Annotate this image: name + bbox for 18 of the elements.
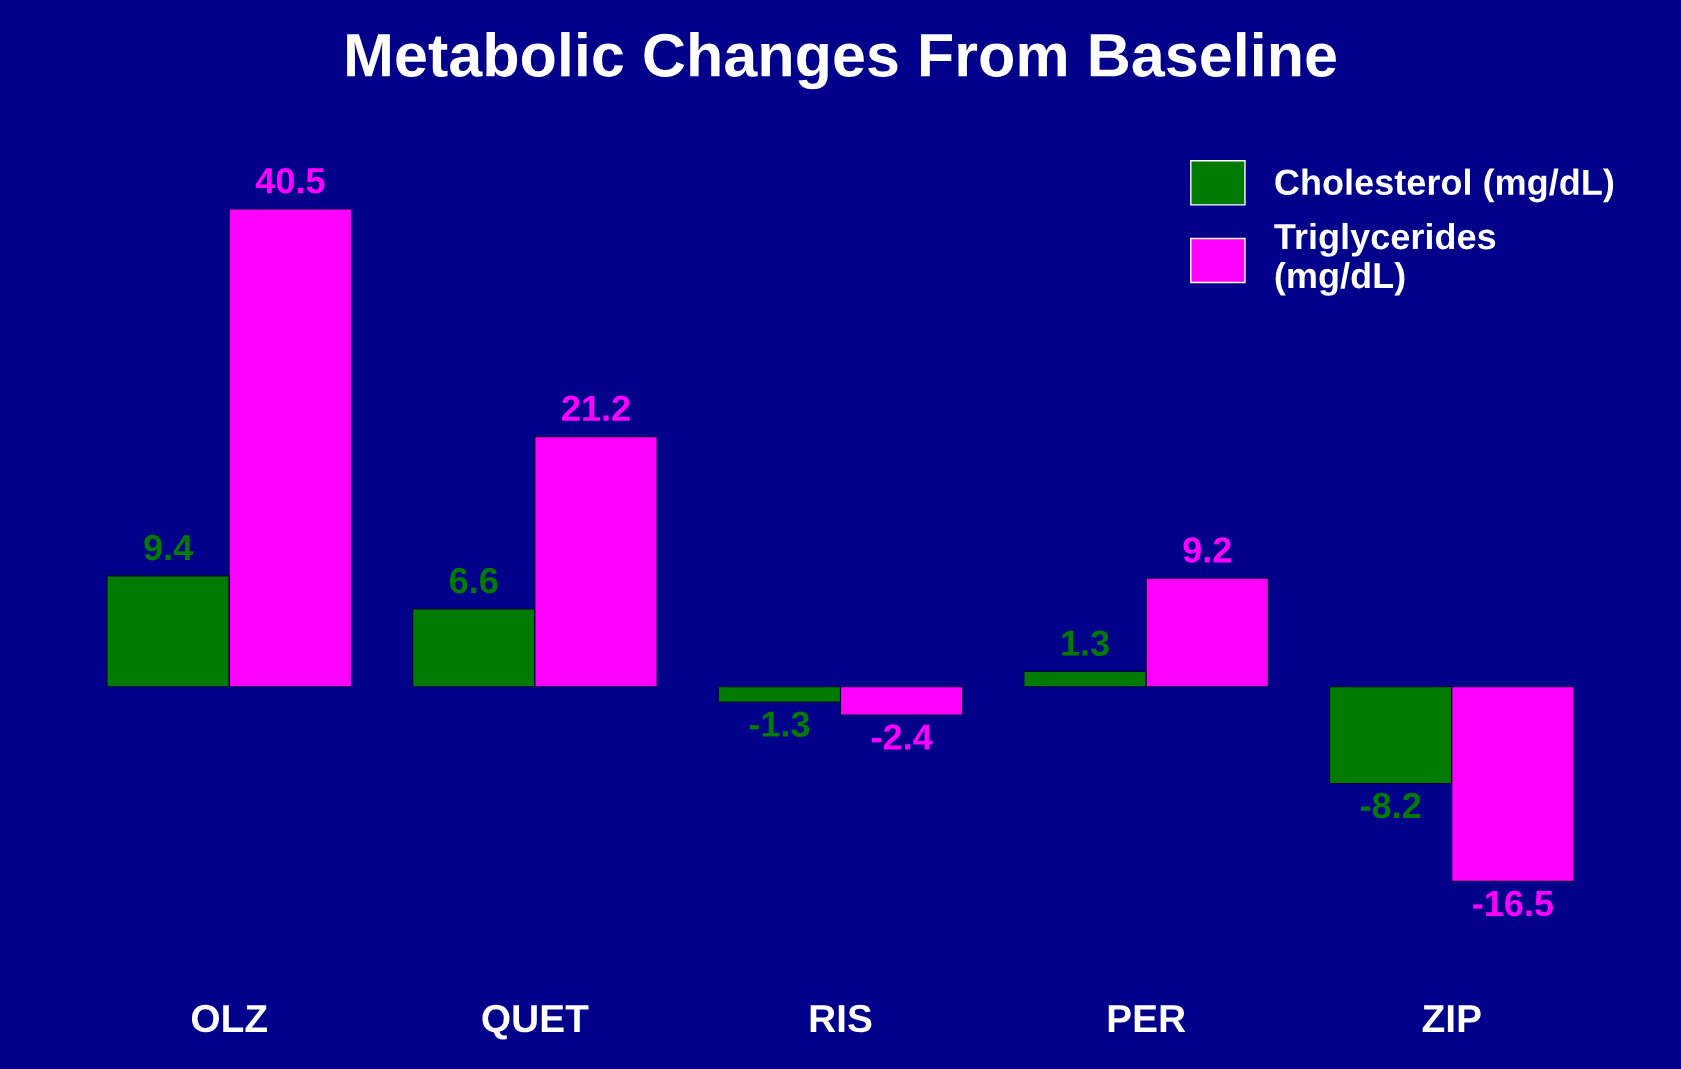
data-label: -16.5 [1473,890,1554,917]
x-tick-label: OLZ [191,1004,267,1033]
data-label: -8.2 [1360,792,1421,819]
x-tick-label: PER [1108,1005,1186,1032]
legend-label: Triglycerides (mg/dL) [1274,222,1496,296]
x-tick-label: QUET [482,1004,589,1040]
legend-label: Cholesterol (mg/dL) [1275,168,1614,203]
chart-title: Metabolic Changes From Baseline [347,32,1336,90]
data-label: -1.3 [749,711,810,737]
data-label: -2.4 [871,724,933,750]
x-tick-label: ZIP [1422,1005,1481,1032]
data-label: 6.6 [449,567,498,594]
data-label: 9.2 [1183,537,1231,563]
data-label: 9.4 [144,534,194,561]
x-tick-label: RIS [810,1004,872,1033]
data-label: 40.5 [255,167,325,194]
data-label: 1.3 [1062,630,1109,656]
data-label: 21.2 [562,395,630,421]
